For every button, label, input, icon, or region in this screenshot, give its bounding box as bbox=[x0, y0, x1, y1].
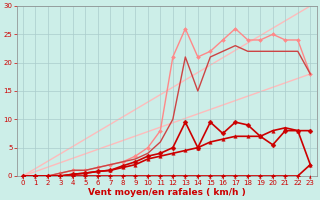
X-axis label: Vent moyen/en rafales ( km/h ): Vent moyen/en rafales ( km/h ) bbox=[88, 188, 245, 197]
